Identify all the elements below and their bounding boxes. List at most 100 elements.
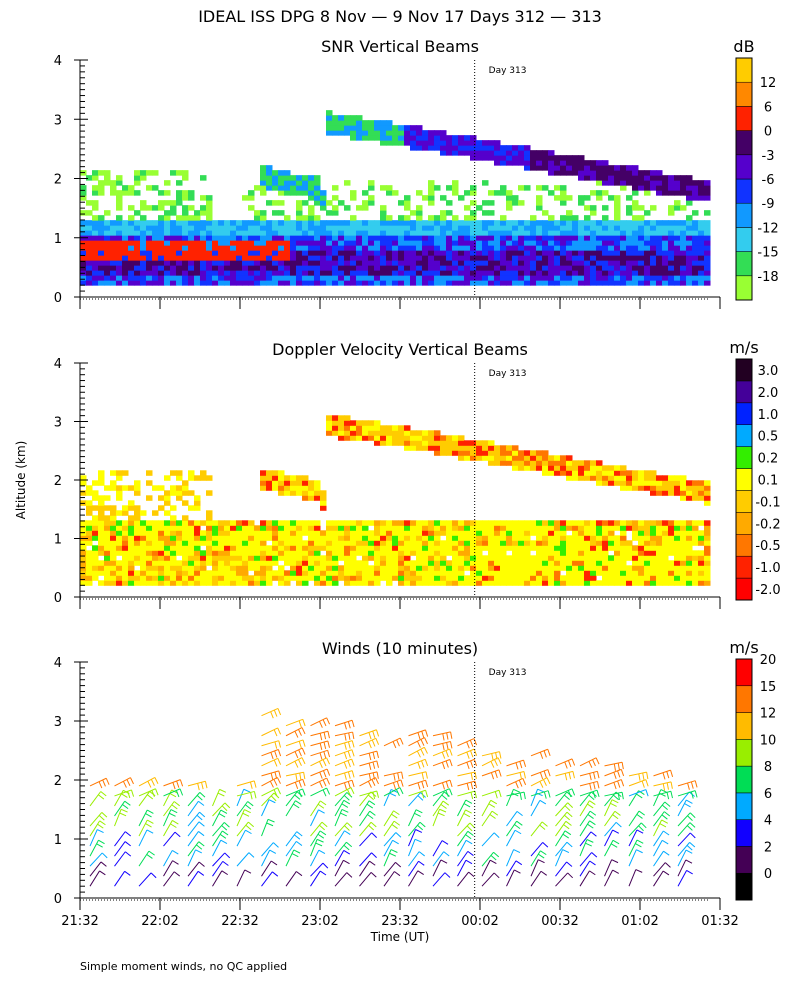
field-cell: [332, 125, 339, 131]
field-cell: [434, 230, 441, 236]
field-cell: [680, 480, 687, 486]
barb-flag: [277, 758, 282, 765]
field-cell: [584, 280, 591, 286]
barb-staff: [285, 739, 304, 747]
field-cell: [626, 270, 633, 276]
barb-flag: [99, 870, 106, 876]
barb-staff: [163, 779, 181, 787]
barb-flag: [596, 790, 600, 798]
field-cell: [614, 210, 621, 216]
field-cell: [350, 580, 357, 586]
field-cell: [272, 210, 279, 216]
field-cell: [476, 155, 483, 161]
field-cell: [428, 430, 435, 436]
field-cell: [440, 140, 447, 146]
field-cell: [668, 240, 675, 246]
field-cell: [224, 545, 231, 551]
field-cell: [638, 520, 645, 526]
field-cell: [602, 175, 609, 181]
field-cell: [230, 540, 237, 546]
field-cell: [326, 260, 333, 266]
field-cell: [458, 140, 465, 146]
barb-staff: [285, 727, 303, 737]
barb-flag: [546, 777, 551, 785]
field-cell: [662, 280, 669, 286]
field-cell: [380, 125, 387, 131]
field-cell: [656, 185, 663, 191]
field-cell: [380, 530, 387, 536]
field-cell: [434, 550, 441, 556]
wind-barb: [555, 830, 572, 847]
field-cell: [374, 135, 381, 141]
barb-staff: [383, 779, 402, 787]
field-cell: [686, 240, 693, 246]
field-cell: [542, 455, 549, 461]
field-cell: [302, 495, 309, 501]
field-cell: [470, 560, 477, 566]
barb-staff: [334, 779, 353, 787]
field-cell: [578, 225, 585, 231]
field-cell: [572, 250, 579, 256]
field-cell: [374, 580, 381, 586]
wind-barb: [163, 860, 179, 877]
field-cell: [620, 245, 627, 251]
field-cell: [368, 545, 375, 551]
field-cell: [410, 430, 417, 436]
barb-flag: [195, 849, 203, 854]
field-cell: [386, 555, 393, 561]
field-cell: [92, 230, 99, 236]
field-cell: [296, 570, 303, 576]
field-cell: [416, 550, 423, 556]
field-cell: [674, 280, 681, 286]
field-cell: [614, 270, 621, 276]
barb-flag: [368, 753, 372, 761]
field-cell: [530, 455, 537, 461]
field-cell: [182, 550, 189, 556]
field-cell: [530, 155, 537, 161]
field-cell: [524, 245, 531, 251]
field-cell: [458, 280, 465, 286]
field-cell: [632, 175, 639, 181]
field-cell: [632, 470, 639, 476]
field-cell: [86, 535, 93, 541]
field-cell: [530, 245, 537, 251]
field-cell: [146, 250, 153, 256]
barb-flag: [474, 771, 477, 779]
field-cell: [650, 570, 657, 576]
barb-staff: [530, 859, 539, 877]
field-cell: [98, 260, 105, 266]
field-cell: [230, 265, 237, 271]
barb-flag: [197, 783, 200, 791]
field-cell: [260, 550, 267, 556]
field-cell: [440, 225, 447, 231]
barb-flag: [389, 852, 397, 857]
field-cell: [482, 540, 489, 546]
field-cell: [308, 530, 315, 536]
field-cell: [86, 200, 93, 206]
wind-barb: [236, 869, 252, 887]
barb-staff: [481, 859, 491, 877]
field-cell: [260, 470, 267, 476]
field-cell: [428, 235, 435, 241]
field-cell: [104, 255, 111, 261]
field-cell: [254, 575, 261, 581]
field-cell: [536, 275, 543, 281]
field-cell: [542, 165, 549, 171]
field-cell: [242, 575, 249, 581]
barb-flag: [441, 762, 446, 770]
field-cell: [464, 235, 471, 241]
field-cell: [374, 260, 381, 266]
field-cell: [302, 215, 309, 221]
field-cell: [176, 575, 183, 581]
field-cell: [296, 575, 303, 581]
field-cell: [128, 530, 135, 536]
barb-flag: [519, 772, 523, 780]
field-cell: [692, 240, 699, 246]
field-cell: [614, 170, 621, 176]
field-cell: [410, 520, 417, 526]
field-cell: [704, 245, 711, 251]
field-cell: [188, 245, 195, 251]
field-cell: [338, 540, 345, 546]
field-cell: [320, 540, 327, 546]
